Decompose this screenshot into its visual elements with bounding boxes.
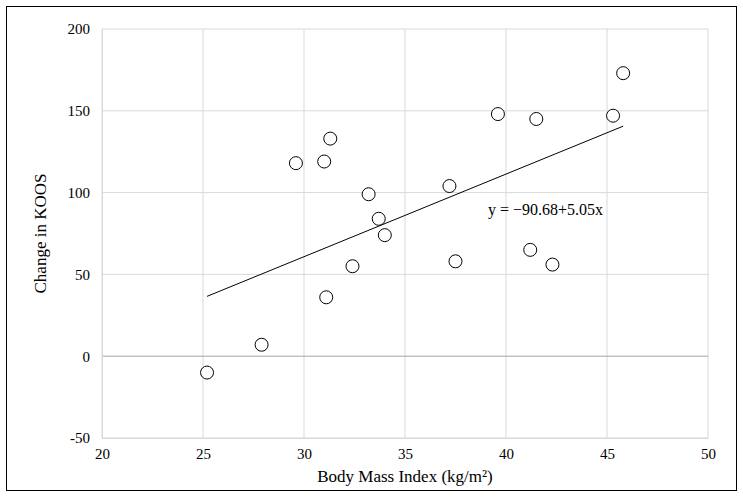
tick-label: 50 <box>701 446 716 462</box>
tick-label: 0 <box>83 349 91 365</box>
tick: 50 <box>75 267 102 283</box>
point <box>289 157 302 170</box>
grid-line <box>405 29 406 438</box>
point <box>530 112 543 125</box>
tick: 150 <box>68 103 103 119</box>
point <box>346 260 359 273</box>
tick: 100 <box>68 185 103 201</box>
point <box>372 212 385 225</box>
trend-line <box>207 126 623 296</box>
point <box>378 229 391 242</box>
tick-label: 200 <box>68 21 91 37</box>
grid-line <box>102 29 708 30</box>
tick-label: 20 <box>95 446 110 462</box>
tick: 35 <box>398 438 413 462</box>
tick: 0 <box>83 349 103 365</box>
grid-line <box>102 356 708 357</box>
point <box>607 109 620 122</box>
point <box>443 180 456 193</box>
grid-line <box>304 29 305 438</box>
annotation: y = −90.68+5.05x <box>488 201 603 219</box>
tick: 25 <box>196 438 211 462</box>
tick-label: -50 <box>70 430 90 446</box>
y-axis: -50 0 50 100 150 200 <box>68 21 103 446</box>
tick-label: 35 <box>398 446 413 462</box>
grid-line <box>102 192 708 193</box>
tick-label: 25 <box>196 446 211 462</box>
x-axis: 20 25 30 35 40 45 50 <box>95 438 716 462</box>
tick: 40 <box>499 438 514 462</box>
chart: 20 25 30 35 40 45 50 -50 0 50 100 150 200 y = −90.68+… <box>0 0 743 497</box>
x-axis-title: Body Mass Index (kg/m²) <box>317 467 493 486</box>
point <box>449 255 462 268</box>
point <box>320 291 333 304</box>
tick: 50 <box>701 438 716 462</box>
grid-line <box>102 274 708 275</box>
marks <box>201 67 630 379</box>
grid-line <box>506 29 507 438</box>
tick: 45 <box>600 438 615 462</box>
axis-line <box>103 438 709 439</box>
axis-line <box>102 30 103 439</box>
tick-label: 50 <box>75 267 90 283</box>
y-axis-title: Change in KOOS <box>31 174 50 294</box>
tick-label: 30 <box>297 446 312 462</box>
point <box>524 243 537 256</box>
tick-label: 150 <box>68 103 91 119</box>
point <box>617 67 630 80</box>
point <box>491 108 504 121</box>
tick: 20 <box>95 438 110 462</box>
grid-line <box>708 29 709 438</box>
point <box>362 188 375 201</box>
point <box>324 132 337 145</box>
tick-label: 45 <box>600 446 615 462</box>
frame <box>7 7 737 491</box>
tick: 200 <box>68 21 103 37</box>
tick-label: 40 <box>499 446 514 462</box>
tick: -50 <box>70 430 102 446</box>
grid-line <box>607 29 608 438</box>
grid <box>102 29 708 438</box>
tick-label: 100 <box>68 185 91 201</box>
point <box>546 258 559 271</box>
grid-line <box>102 438 708 439</box>
tick: 30 <box>297 438 312 462</box>
grid-line <box>102 29 103 438</box>
plot: 20 25 30 35 40 45 50 -50 0 50 100 150 200 y = −90.68+… <box>68 21 717 461</box>
point <box>318 155 331 168</box>
point <box>201 366 214 379</box>
point <box>255 338 268 351</box>
